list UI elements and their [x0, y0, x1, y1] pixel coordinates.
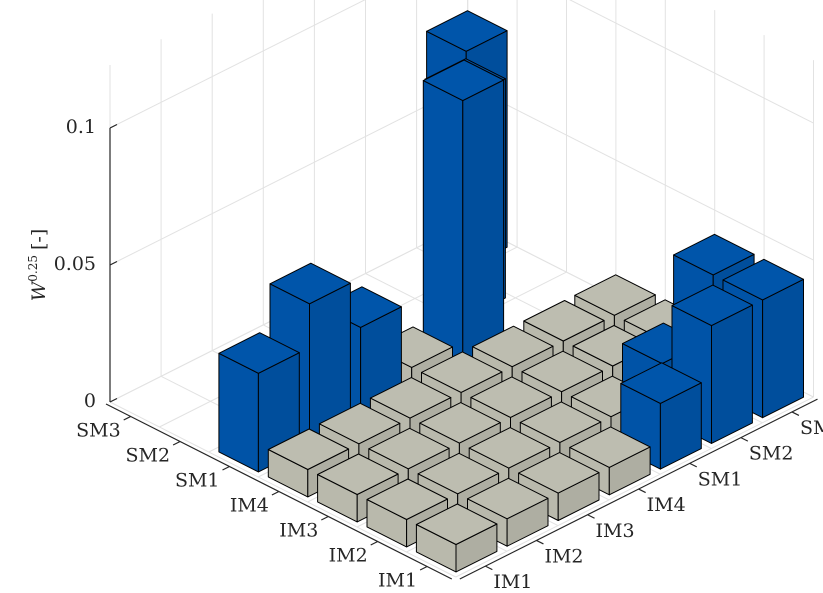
- grid-line: [455, 396, 814, 578]
- z-tick: [109, 260, 118, 266]
- bar-face-left: [218, 352, 259, 473]
- row-tick: [123, 415, 131, 421]
- bar-face-top: [317, 453, 399, 495]
- z-tick-label: 0: [84, 390, 96, 412]
- grid-line: [109, 401, 457, 578]
- row-tick: [419, 565, 428, 571]
- row-tick: [222, 465, 230, 471]
- bar-face-top: [518, 452, 600, 494]
- row-tick-label: SM2: [126, 445, 171, 467]
- bar-face-top: [468, 427, 551, 469]
- bar-face-top: [366, 478, 448, 520]
- col-tick-label: IM3: [596, 520, 635, 542]
- row-tick-label: IM3: [279, 520, 318, 542]
- col-tick: [689, 462, 698, 468]
- z-tick: [109, 123, 118, 129]
- bar-face-front: [711, 304, 753, 444]
- row-tick: [271, 490, 280, 496]
- bar-face-top: [417, 452, 500, 495]
- bar: [467, 477, 549, 547]
- row-tick-label: SM1: [175, 470, 220, 492]
- bar-face-top: [415, 503, 498, 545]
- bar-face-top: [472, 325, 554, 368]
- bar-face-top: [218, 332, 300, 374]
- bar-face-top: [318, 402, 401, 445]
- bar-face-top: [269, 262, 351, 305]
- row-tick: [370, 540, 378, 546]
- bar-face-front: [762, 278, 804, 419]
- grid-line: [109, 0, 814, 129]
- y-axis-label: W0.25 [-]: [26, 229, 50, 302]
- bar-face-top: [519, 401, 602, 443]
- col-tick: [587, 514, 595, 519]
- col-tick-label: IM2: [544, 545, 583, 567]
- z-tick-label: 0.1: [66, 116, 96, 138]
- col-tick-label: SM1: [698, 468, 743, 490]
- row-tick: [321, 515, 329, 521]
- y-axis-label-unit: [-]: [28, 229, 50, 250]
- bar: [218, 332, 300, 473]
- col-tick: [791, 411, 800, 416]
- bar-face-top: [470, 376, 552, 418]
- bar-face-top: [574, 274, 656, 316]
- bar-face-top: [673, 233, 755, 276]
- row-tick: [172, 440, 181, 446]
- bar-face-top: [267, 428, 350, 470]
- bar-face-top: [368, 427, 450, 470]
- col-tick: [638, 488, 646, 494]
- col-tick: [536, 539, 544, 545]
- bar: [415, 503, 498, 573]
- axis-layer: [105, 123, 818, 580]
- bar-face-top: [671, 284, 753, 327]
- col-tick-label: SM2: [749, 443, 794, 465]
- bar-face-front: [462, 79, 505, 370]
- bar-face-left: [422, 80, 464, 370]
- col-tick: [485, 565, 493, 571]
- bar-face-top: [521, 350, 603, 393]
- bar-face-top: [523, 300, 605, 342]
- bar-face-top: [620, 362, 702, 404]
- bar-face-top: [369, 377, 452, 419]
- bar-face-top: [467, 477, 549, 520]
- bar: [422, 59, 505, 370]
- col-tick-label: SM3: [800, 417, 823, 439]
- row-tick-label: IM2: [329, 545, 368, 567]
- row-tick-label: IM4: [230, 495, 269, 517]
- row-tick-label: IM1: [378, 570, 417, 589]
- z-tick-label: 0.05: [54, 253, 96, 275]
- col-tick-label: IM1: [493, 571, 532, 588]
- row-tick-label: SM3: [76, 420, 121, 442]
- y-axis-label-superscript: 0.25: [26, 255, 40, 282]
- col-tick: [740, 437, 749, 442]
- bar-face-top: [421, 351, 503, 393]
- bar-face-top: [722, 258, 804, 301]
- bar-face-top: [422, 59, 505, 102]
- bar-face-top: [426, 10, 508, 52]
- bar-face-top: [419, 402, 501, 444]
- bar-layer: [218, 10, 804, 573]
- bar-face-top: [569, 426, 651, 468]
- col-tick-label: IM4: [647, 494, 686, 516]
- z-tick: [109, 397, 118, 403]
- y-axis-label-symbol: W: [28, 280, 50, 301]
